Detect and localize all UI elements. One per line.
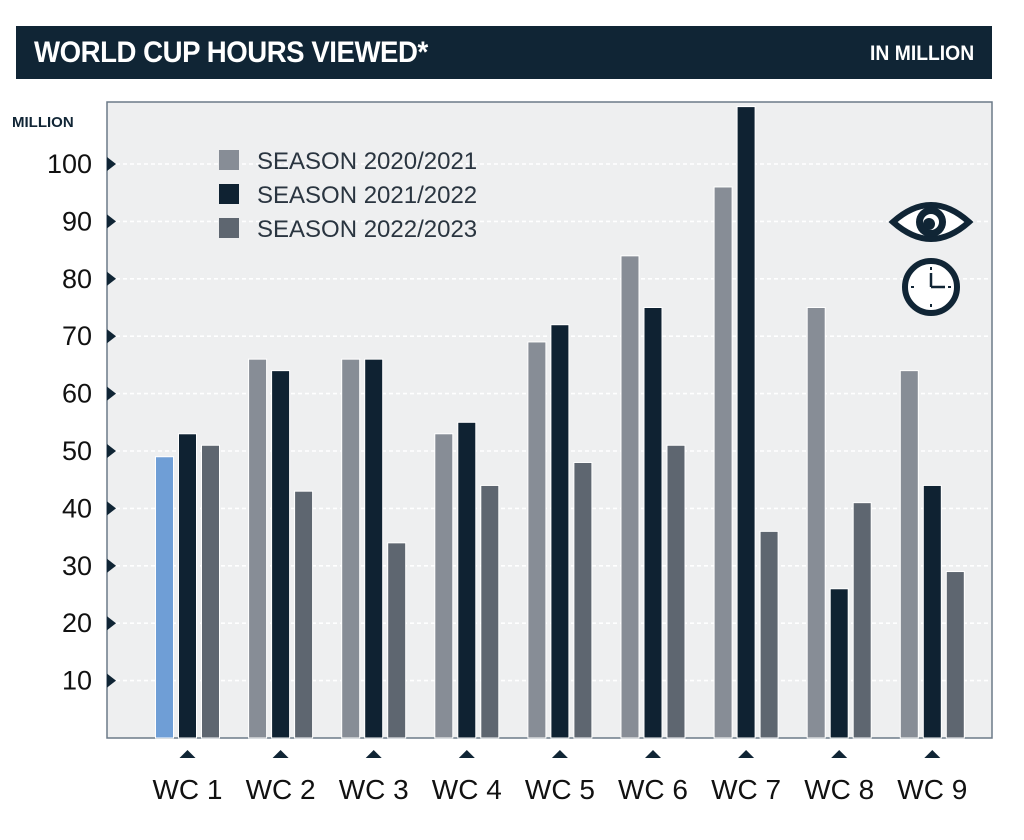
x-category-label: WC 5 [525,774,595,805]
y-tick-marker [107,501,116,516]
bar-wc1-series-1 [155,456,174,739]
unit-label: IN MILLION [869,42,974,65]
bar-wc1-series-2 [178,433,197,739]
bar-wc4-series-2 [457,421,477,739]
x-tick-marker [458,750,475,758]
bar-wc8-series-3 [852,502,872,739]
bar-wc7-series-3 [759,530,779,739]
chart-header: WORLD CUP HOURS VIEWED* IN MILLION [16,26,992,79]
y-tick-marker [107,271,116,286]
x-tick-marker [365,750,382,758]
bar-wc7-series-2 [736,106,756,739]
y-tick-marker [107,386,116,401]
bar-wc7-series-1 [713,186,733,739]
x-category-label: WC 4 [432,774,502,805]
y-tick-marker [107,157,116,171]
x-tick-marker [831,750,848,758]
x-tick-marker [645,750,661,758]
bar-wc1-series-3 [201,444,220,739]
bar-wc3-series-1 [341,358,361,739]
eye-icon [888,202,974,242]
bar-wc8-series-1 [806,307,826,739]
x-category-label: WC 6 [618,774,688,805]
bars [155,106,965,739]
bar-wc6-series-3 [666,444,686,739]
x-category-label: WC 8 [804,774,874,805]
x-tick-marker [179,750,196,758]
y-axis-label: MILLION [12,114,74,131]
y-tick-marker [107,558,116,573]
bar-wc6-series-1 [620,255,640,739]
x-tick-marker [272,750,289,758]
bar-wc2-series-1 [248,358,268,739]
legend-label: SEASON 2022/2023 [257,216,477,243]
y-tick-marker [107,444,116,458]
y-tick-marker [107,329,116,344]
y-tick-label: 50 [62,436,92,466]
bar-wc3-series-3 [387,542,407,739]
bar-wc2-series-3 [294,490,314,739]
legend-label: SEASON 2020/2021 [257,148,477,175]
x-tick-marker [738,750,755,758]
bar-wc5-series-1 [527,341,547,739]
clock-icon [902,258,960,316]
y-axis: 10 20 30 40 50 60 70 80 90 100 [47,149,116,696]
y-tick-marker [107,616,116,631]
bar-wc2-series-2 [271,370,291,739]
legend: SEASON 2020/2021 SEASON 2021/2022 SEASON 2… [219,148,477,243]
x-category-label: WC 3 [339,774,409,805]
x-category-label: WC 7 [711,774,781,805]
y-tick-marker [107,214,116,229]
y-tick-label: 80 [62,264,92,294]
bar-wc5-series-3 [573,461,593,739]
y-tick-label: 40 [62,493,92,523]
bar-wc6-series-2 [643,307,663,739]
y-tick-label: 10 [62,666,92,696]
y-tick-label: 30 [62,551,92,581]
y-tick-label: 90 [62,206,92,236]
y-tick-label: 60 [62,379,92,409]
y-tick-marker [107,673,116,688]
bar-wc8-series-2 [829,588,849,739]
y-tick-label: 100 [47,149,92,179]
bar-wc5-series-2 [550,324,570,739]
y-tick-label: 20 [62,608,92,638]
bar-wc9-series-3 [945,571,965,739]
legend-swatch [219,150,239,170]
bar-wc3-series-2 [364,358,384,739]
bar-wc4-series-3 [480,484,500,739]
x-category-label: WC 9 [897,774,967,805]
bar-wc9-series-2 [922,484,942,739]
legend-swatch [219,184,239,204]
y-tick-label: 70 [62,321,92,351]
x-tick-marker [924,750,941,758]
bar-wc4-series-1 [434,433,454,739]
x-axis: WC 1 WC 2 WC 3 WC 4 WC 5 WC 6 WC 7 WC 8 WC 9 [153,750,967,805]
bar-wc9-series-1 [899,370,919,739]
x-category-label: WC 1 [153,774,223,805]
legend-swatch [219,218,239,238]
x-category-label: WC 2 [246,774,316,805]
chart-title: WORLD CUP HOURS VIEWED* [34,36,428,69]
x-tick-marker [551,750,568,758]
legend-label: SEASON 2021/2022 [257,182,477,209]
